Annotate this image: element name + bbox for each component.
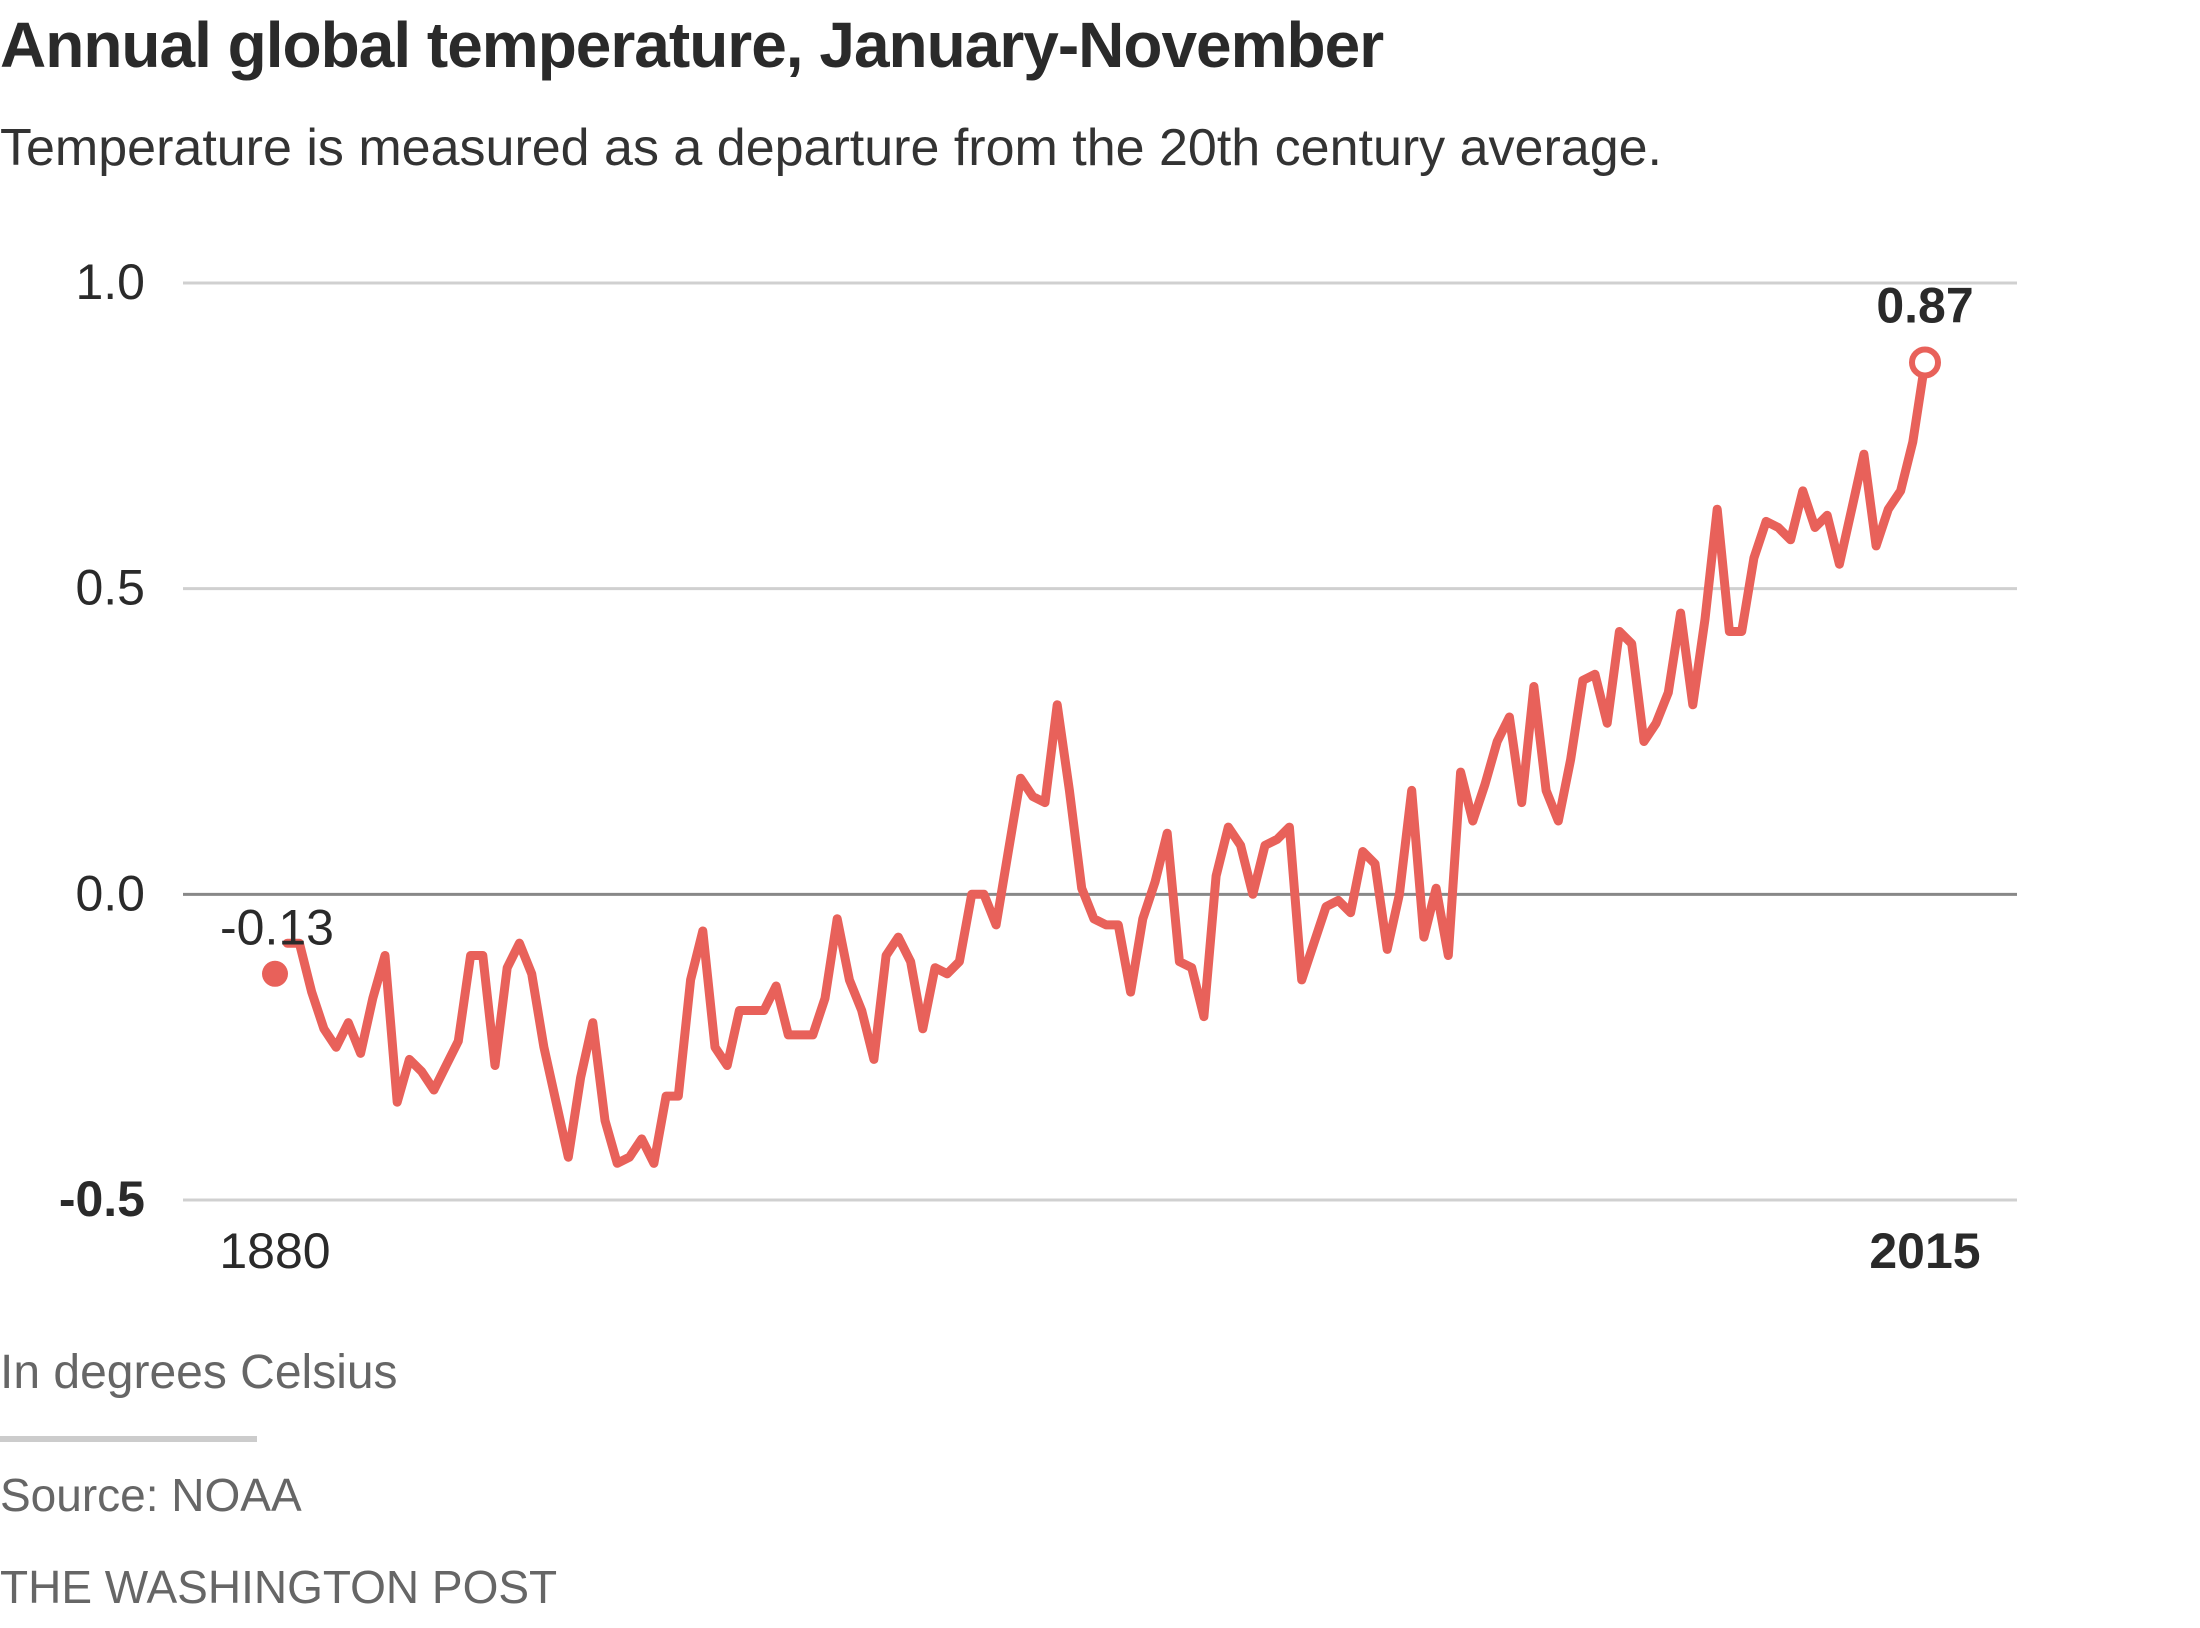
y-tick-label: 0.0 [75,865,145,921]
start-value-label: -0.13 [220,899,334,955]
end-point-marker [1909,346,1941,379]
line-chart: 1.0 0.5 0.0 -0.5 1880 2015 -0.13 0.87 [59,254,2017,1279]
y-tick-label: -0.5 [59,1171,145,1227]
axis-ticks: 1.0 0.5 0.0 -0.5 1880 2015 [59,254,1981,1279]
chart-subtitle: Temperature is measured as a departure f… [0,119,1662,177]
source-note: Source: NOAA [0,1469,302,1521]
publisher-credit: THE WASHINGTON POST [0,1561,558,1613]
y-tick-label: 0.5 [75,560,145,616]
y-tick-label: 1.0 [75,254,145,310]
unit-note: In degrees Celsius [0,1346,398,1399]
annotations: -0.13 0.87 [220,277,1974,987]
gridlines [183,281,2017,1202]
end-value-label: 0.87 [1876,277,1973,333]
series-layer [282,358,1930,1168]
x-tick-label: 2015 [1869,1223,1980,1279]
x-tick-label: 1880 [219,1223,330,1279]
start-point-marker [262,960,288,987]
chart-title: Annual global temperature, January-Novem… [0,9,1384,81]
series-line [282,358,1930,1168]
footer-divider [0,1436,257,1442]
